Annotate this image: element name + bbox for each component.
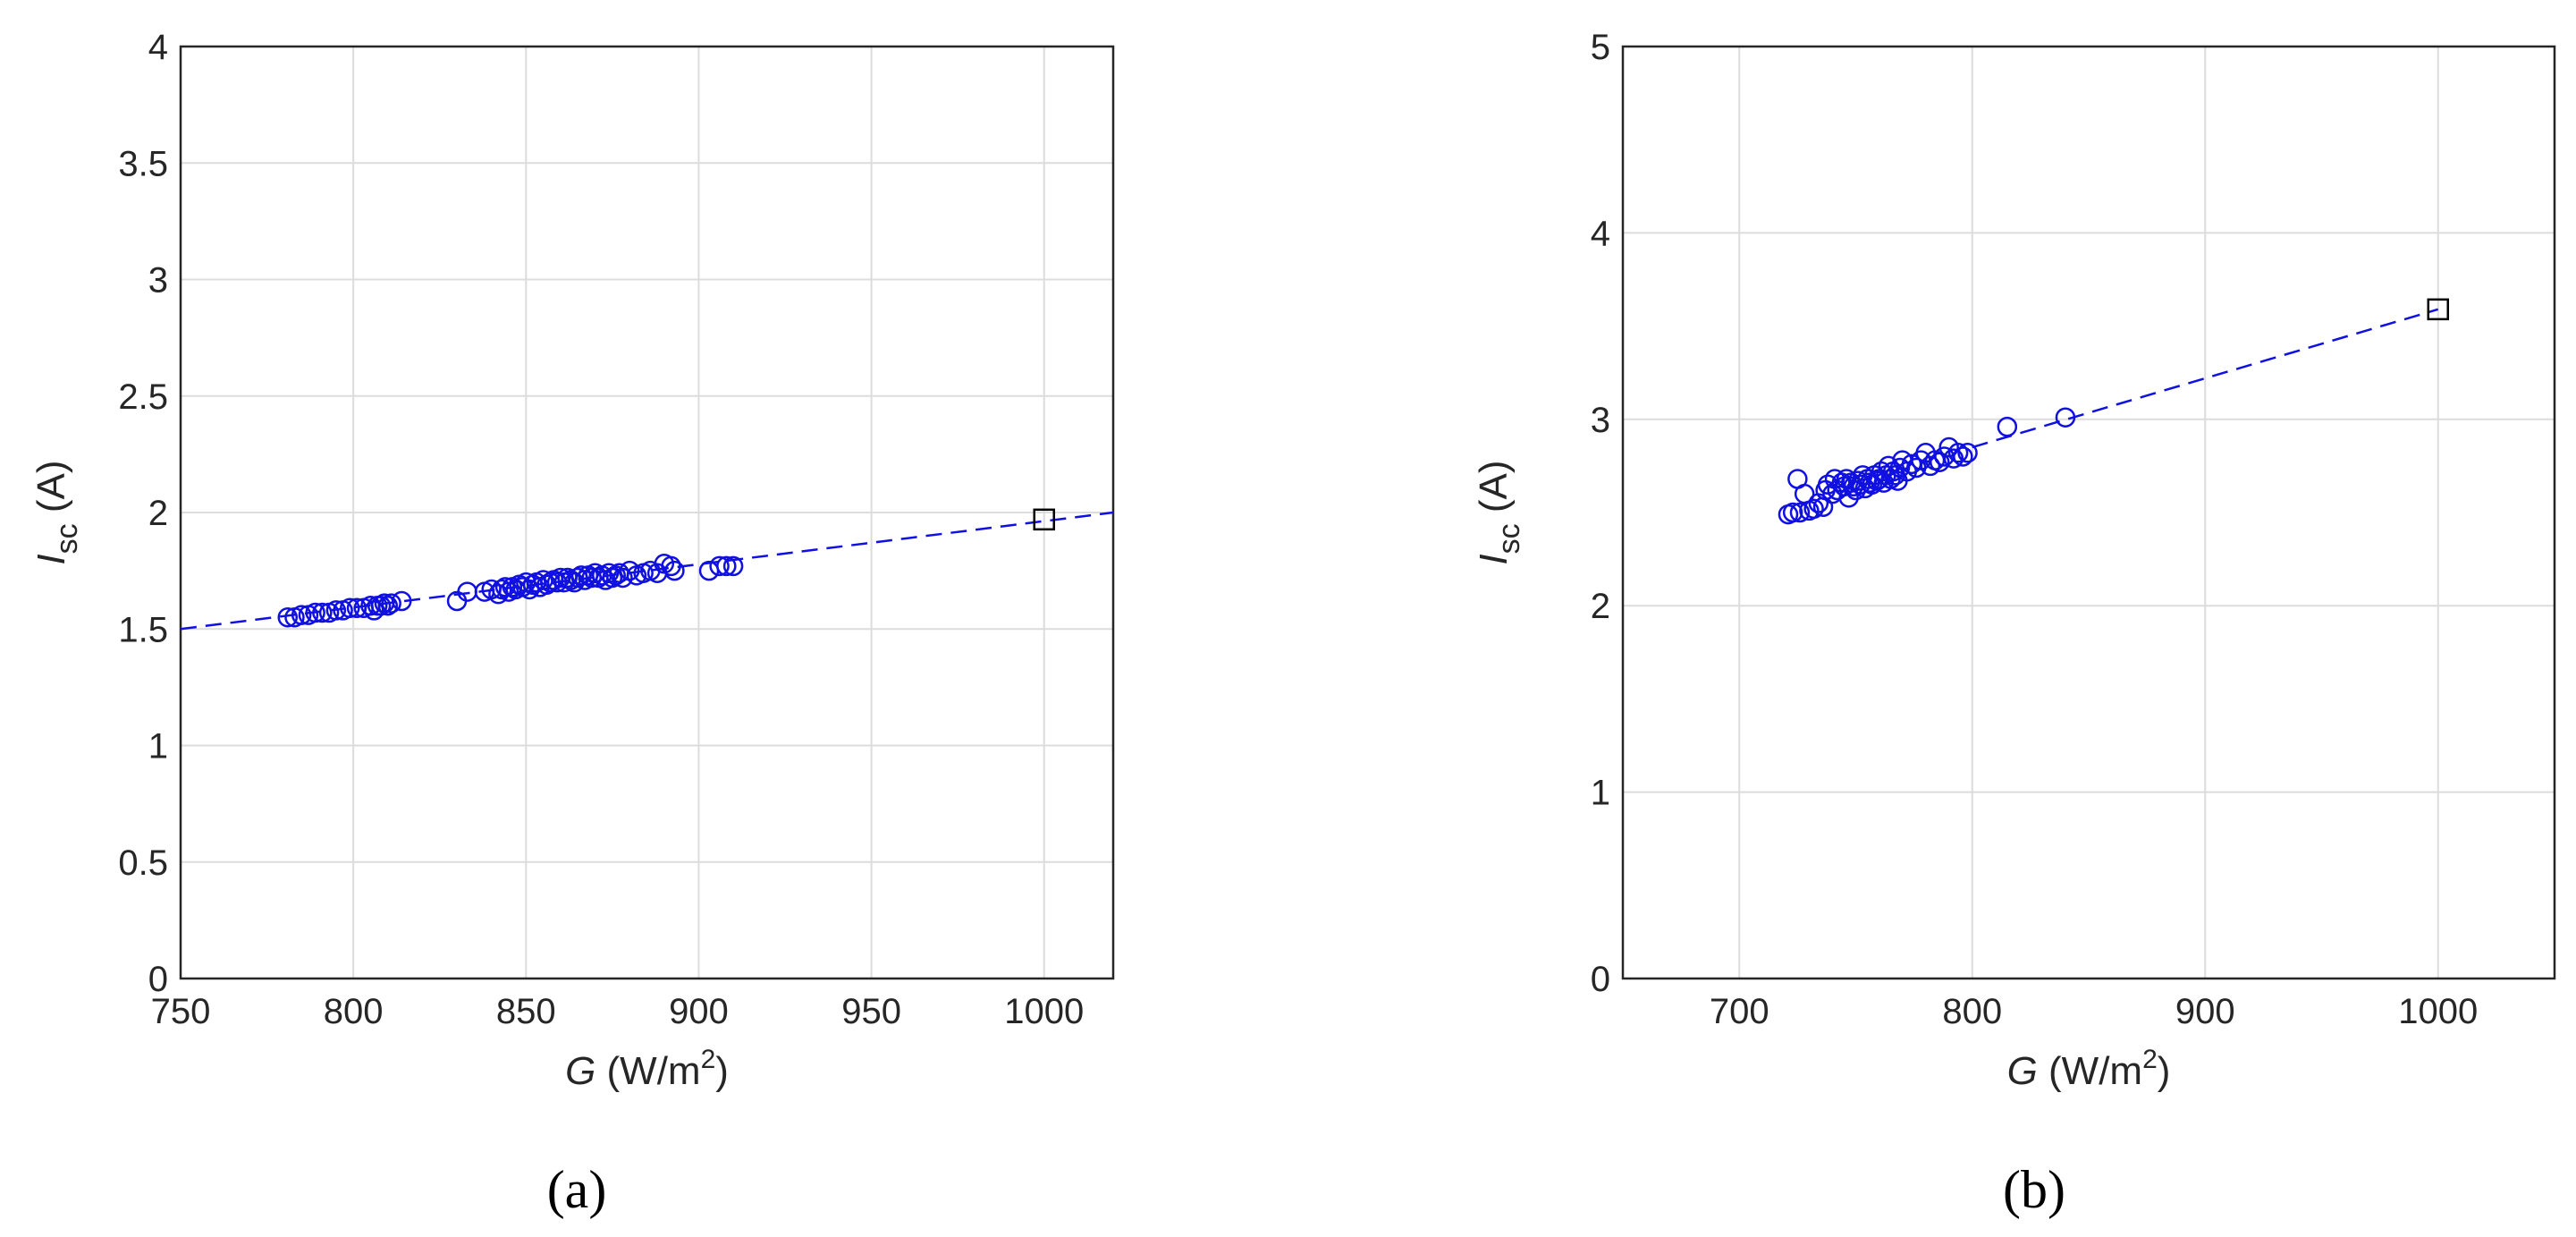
y-axis-unit: (A) <box>30 460 73 523</box>
y-tick-label: 0 <box>1591 960 1610 999</box>
y-axis-unit: (A) <box>1472 460 1516 523</box>
x-axis-label: G (W/m2) <box>2007 1045 2171 1093</box>
x-tick-label: 750 <box>151 992 211 1031</box>
x-tick-label: 900 <box>669 992 729 1031</box>
data-point <box>1957 443 1978 463</box>
y-tick-label: 5 <box>1591 28 1610 67</box>
data-point <box>1782 502 1803 523</box>
data-point <box>1920 455 1941 477</box>
data-point <box>325 600 347 621</box>
data-point <box>1947 443 1969 463</box>
x-axis-unit-close: ) <box>715 1049 729 1093</box>
data-point <box>722 555 744 577</box>
y-tick-label: 2 <box>148 494 168 533</box>
data-point <box>1789 502 1811 523</box>
y-tick-label: 2.5 <box>118 377 168 417</box>
data-point <box>1930 452 1950 472</box>
data-point <box>277 606 299 628</box>
reference-point <box>2427 298 2449 321</box>
data-point <box>716 555 737 577</box>
data-point <box>377 595 399 616</box>
data-point <box>1838 487 1859 508</box>
x-axis-unit-exponent: 2 <box>701 1045 716 1074</box>
y-tick-label: 4 <box>1591 214 1610 253</box>
x-tick-label: 800 <box>1942 992 2002 1031</box>
y-axis-label: Isc (A) <box>30 460 84 564</box>
y-tick-label: 0.5 <box>118 843 168 883</box>
y-axis-label: Isc (A) <box>1472 460 1526 564</box>
x-tick-label: 1000 <box>1004 992 1084 1031</box>
x-tick-label: 900 <box>2175 992 2235 1031</box>
y-tick-label: 1 <box>148 727 168 767</box>
y-tick-label: 3 <box>1591 401 1610 440</box>
x-tick-label: 1000 <box>2398 992 2478 1031</box>
y-axis-subscript: sc <box>50 523 84 554</box>
y-tick-label: 2 <box>1591 587 1610 626</box>
data-point <box>709 555 730 577</box>
panel-label: (b) <box>2003 1160 2065 1219</box>
x-axis-unit-exponent: 2 <box>2142 1045 2158 1074</box>
data-point <box>1943 448 1964 469</box>
y-tick-label: 0 <box>148 960 168 999</box>
data-point <box>291 605 312 625</box>
y-tick-label: 1 <box>1591 774 1610 813</box>
data-point <box>457 581 477 602</box>
data-point <box>370 595 392 616</box>
y-axis-variable: I <box>1472 554 1516 564</box>
y-axis-variable: I <box>30 554 73 564</box>
x-tick-label: 700 <box>1710 992 1769 1031</box>
data-point <box>1997 416 2018 437</box>
data-point <box>2055 407 2076 428</box>
data-point <box>612 567 633 589</box>
x-tick-label: 800 <box>324 992 384 1031</box>
plot-frame <box>1621 45 2556 980</box>
y-tick-label: 4 <box>148 28 168 67</box>
x-axis-unit-close: ) <box>2158 1049 2171 1093</box>
x-axis-label: G (W/m2) <box>565 1045 729 1093</box>
chart-a: 750 800 850 900 950 1000 0 0.5 1 1.5 2 2.5 3 3.5 4 G (W… <box>30 28 1115 1219</box>
data-point <box>1953 446 1973 467</box>
data-point <box>340 597 360 619</box>
data-point <box>1862 474 1882 495</box>
panel-label: (a) <box>547 1160 607 1219</box>
x-tick-label: 950 <box>841 992 901 1031</box>
x-tick-label: 850 <box>496 992 556 1031</box>
data-point <box>664 560 685 581</box>
data-point <box>1803 498 1824 520</box>
data-point <box>305 602 325 623</box>
x-axis-variable: G <box>2007 1049 2038 1093</box>
data-point <box>698 560 720 581</box>
y-axis-subscript: sc <box>1492 523 1526 554</box>
y-tick-label: 3.5 <box>118 144 168 183</box>
y-tick-label: 1.5 <box>118 610 168 649</box>
reference-point <box>1033 508 1055 531</box>
x-axis-unit: (W/m <box>2038 1049 2142 1093</box>
data-point <box>391 590 412 612</box>
fit-line <box>180 511 1114 631</box>
data-point <box>661 555 681 577</box>
x-axis-unit: (W/m <box>595 1049 700 1093</box>
y-tick-label: 3 <box>148 261 168 301</box>
fit-line <box>1972 308 2439 449</box>
data-point <box>381 593 401 614</box>
data-point <box>312 602 333 623</box>
x-axis-variable: G <box>565 1049 595 1093</box>
